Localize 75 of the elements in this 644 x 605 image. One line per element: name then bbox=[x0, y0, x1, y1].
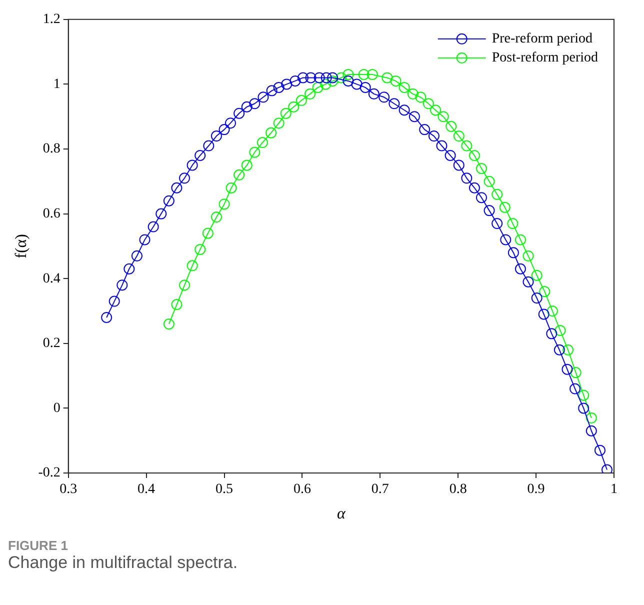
point bbox=[398, 82, 410, 93]
point bbox=[539, 286, 550, 298]
point bbox=[241, 160, 252, 171]
point bbox=[171, 299, 182, 310]
point bbox=[312, 82, 324, 93]
y-tick-label: 0.2 bbox=[42, 336, 60, 352]
y-tick-label: 0.6 bbox=[42, 206, 60, 222]
point bbox=[336, 72, 347, 84]
point bbox=[342, 68, 354, 80]
point bbox=[382, 72, 393, 84]
point bbox=[522, 250, 534, 262]
point bbox=[390, 75, 402, 86]
x-tick-label: 0.4 bbox=[138, 482, 156, 498]
point bbox=[484, 176, 495, 187]
point bbox=[430, 104, 441, 116]
point bbox=[296, 94, 307, 106]
x-tick-label: 0.5 bbox=[216, 482, 234, 498]
point bbox=[514, 234, 526, 246]
y-tick-label: 0.4 bbox=[42, 271, 60, 286]
legend-label: Post-reform period bbox=[492, 50, 598, 66]
point bbox=[358, 68, 370, 80]
text: Change in multifractal spectra. bbox=[8, 553, 239, 573]
y-tick-label: 0 bbox=[53, 400, 60, 416]
point bbox=[163, 318, 174, 330]
point bbox=[446, 120, 457, 132]
legend-label: Pre-reform period bbox=[492, 32, 593, 47]
x-axis-title: α bbox=[336, 506, 346, 523]
point bbox=[461, 140, 472, 152]
y-tick-label: 0.8 bbox=[42, 142, 60, 157]
x-tick-label: 0.9 bbox=[527, 482, 545, 498]
point bbox=[562, 344, 574, 356]
point bbox=[186, 260, 198, 272]
point bbox=[210, 212, 222, 223]
point bbox=[476, 162, 487, 174]
point bbox=[570, 367, 582, 378]
point bbox=[179, 280, 190, 291]
point bbox=[578, 390, 590, 401]
point bbox=[218, 198, 230, 210]
point bbox=[320, 78, 332, 90]
x-tick-label: 0.3 bbox=[60, 482, 78, 498]
point bbox=[507, 218, 518, 230]
point bbox=[304, 88, 316, 100]
point bbox=[256, 137, 268, 148]
point bbox=[453, 130, 464, 142]
point bbox=[234, 169, 245, 180]
point bbox=[407, 88, 418, 100]
y-tick-label: 1 bbox=[53, 76, 60, 92]
point bbox=[531, 270, 542, 281]
point bbox=[366, 68, 378, 80]
caption: FIGURE 1 bbox=[8, 538, 69, 553]
point bbox=[202, 228, 214, 239]
point bbox=[438, 111, 449, 122]
point bbox=[249, 146, 260, 158]
point bbox=[288, 101, 300, 112]
point bbox=[586, 412, 597, 424]
point bbox=[327, 75, 338, 86]
point bbox=[226, 182, 237, 194]
x-tick-label: 0.6 bbox=[293, 482, 311, 498]
point bbox=[499, 202, 510, 213]
x-tick-label: 0.7 bbox=[371, 482, 389, 498]
point bbox=[492, 188, 503, 200]
point bbox=[280, 108, 292, 119]
point bbox=[554, 324, 566, 336]
point bbox=[468, 150, 480, 161]
point bbox=[415, 92, 426, 103]
y-tick-label: -0.2 bbox=[38, 466, 60, 481]
point bbox=[273, 118, 284, 129]
y-axis-title: f(α) bbox=[12, 234, 30, 258]
x-tick-label: 0.8 bbox=[449, 482, 467, 498]
point bbox=[546, 306, 558, 316]
x-tick-label: 1 bbox=[610, 482, 618, 498]
point bbox=[266, 127, 277, 138]
point bbox=[422, 98, 434, 110]
point bbox=[194, 244, 206, 255]
y-tick-label: 1.2 bbox=[42, 12, 60, 28]
